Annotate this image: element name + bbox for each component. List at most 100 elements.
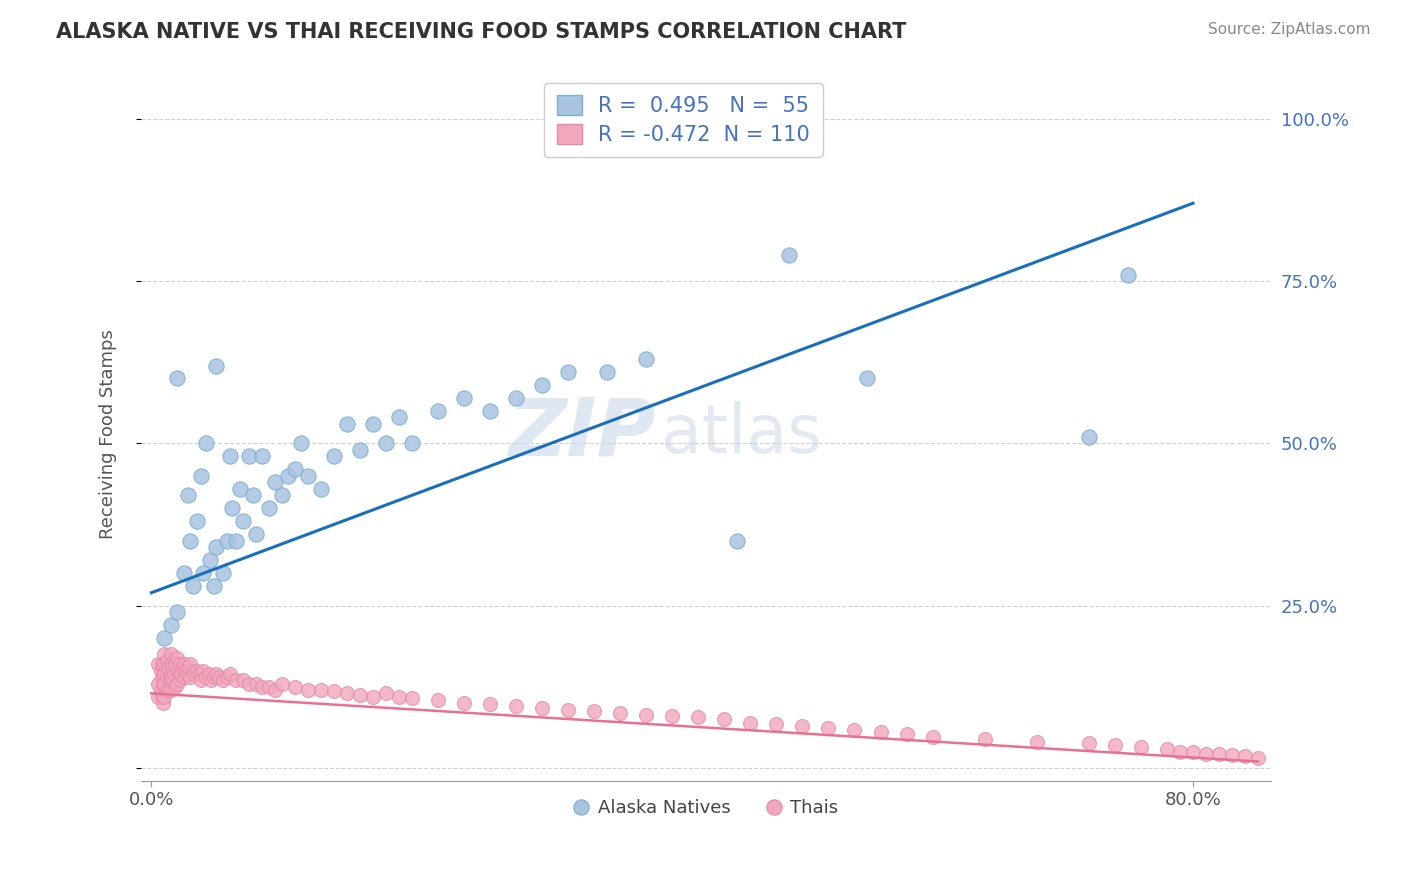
Point [478, 698, 501, 712]
Point [215, 533, 238, 548]
Point [197, 666, 219, 681]
Point [229, 482, 252, 496]
Point [160, 673, 183, 688]
Point [426, 404, 449, 418]
Point [218, 450, 240, 464]
Legend: Alaska Natives, Thais: Alaska Natives, Thais [567, 791, 845, 824]
Point [636, 707, 658, 722]
Point [530, 701, 553, 715]
Point [583, 704, 606, 718]
Point [179, 657, 201, 672]
Point [157, 683, 180, 698]
Point [765, 717, 787, 731]
Point [195, 436, 218, 450]
Point [166, 605, 188, 619]
Point [205, 541, 228, 555]
Text: Source: ZipAtlas.com: Source: ZipAtlas.com [1208, 22, 1371, 37]
Point [160, 618, 183, 632]
Point [153, 690, 176, 704]
Point [290, 436, 312, 450]
Point [160, 660, 183, 674]
Point [169, 657, 191, 672]
Point [183, 666, 205, 681]
Point [156, 670, 179, 684]
Point [361, 690, 384, 704]
Point [159, 670, 181, 684]
Point [725, 533, 748, 548]
Point [336, 417, 359, 431]
Point [349, 688, 371, 702]
Point [160, 648, 183, 662]
Text: atlas: atlas [661, 401, 821, 467]
Point [322, 684, 344, 698]
Text: ALASKA NATIVE VS THAI RECEIVING FOOD STAMPS CORRELATION CHART: ALASKA NATIVE VS THAI RECEIVING FOOD STA… [56, 22, 907, 42]
Point [661, 709, 683, 723]
Point [557, 365, 579, 379]
Point [257, 501, 280, 516]
Point [186, 664, 208, 678]
Point [322, 450, 344, 464]
Point [896, 727, 918, 741]
Point [426, 693, 449, 707]
Point [152, 676, 174, 690]
Point [245, 527, 267, 541]
Point [162, 666, 184, 681]
Point [205, 359, 228, 373]
Point [190, 673, 212, 688]
Point [238, 450, 260, 464]
Point [218, 666, 240, 681]
Point [297, 683, 319, 698]
Point [177, 488, 200, 502]
Point [401, 690, 423, 705]
Point [160, 657, 183, 672]
Point [146, 690, 169, 704]
Point [374, 686, 396, 700]
Point [250, 680, 273, 694]
Point [284, 462, 307, 476]
Point [1077, 430, 1099, 444]
Point [200, 673, 222, 688]
Point [153, 666, 176, 681]
Point [231, 514, 253, 528]
Point [250, 450, 273, 464]
Point [172, 660, 194, 674]
Point [361, 417, 384, 431]
Point [202, 579, 225, 593]
Point [152, 696, 174, 710]
Point [202, 670, 225, 684]
Point [530, 378, 553, 392]
Point [264, 683, 287, 698]
Point [208, 670, 231, 684]
Point [153, 676, 176, 690]
Point [212, 673, 235, 688]
Point [309, 683, 332, 698]
Point [453, 391, 475, 405]
Point [245, 676, 267, 690]
Point [349, 442, 371, 457]
Point [212, 566, 235, 581]
Point [557, 702, 579, 716]
Point [149, 664, 172, 678]
Point [817, 721, 839, 735]
Point [277, 468, 299, 483]
Point [225, 673, 247, 688]
Point [792, 719, 814, 733]
Point [163, 657, 186, 672]
Point [297, 468, 319, 483]
Text: ZIP: ZIP [508, 394, 655, 473]
Point [160, 683, 183, 698]
Point [478, 404, 501, 418]
Point [1077, 736, 1099, 750]
Point [188, 666, 211, 681]
Point [1156, 741, 1178, 756]
Point [401, 436, 423, 450]
Point [225, 533, 247, 548]
Point [231, 673, 253, 688]
Point [157, 660, 180, 674]
Point [242, 488, 264, 502]
Point [257, 680, 280, 694]
Point [166, 664, 188, 678]
Point [150, 670, 173, 684]
Point [179, 533, 201, 548]
Point [205, 666, 228, 681]
